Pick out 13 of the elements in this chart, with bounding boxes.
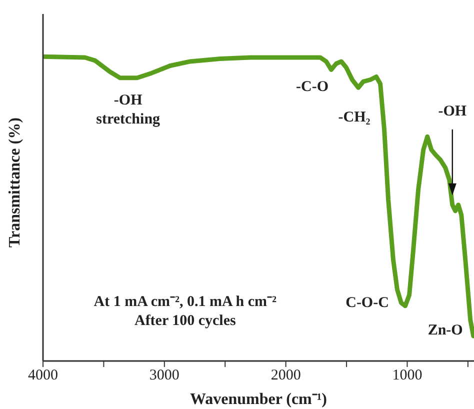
annotation: Zn-O (428, 322, 463, 339)
annotation: -OH (438, 103, 467, 120)
x-tick-label: 1000 (392, 368, 422, 384)
y-axis-title: Transmittance (%) (6, 118, 24, 248)
x-tick-label: 3000 (149, 368, 180, 384)
x-tick-label: 4000 (28, 368, 58, 384)
annotation: At 1 mA cm⁻², 0.1 mA h cm⁻² After 100 cycles (94, 294, 278, 329)
annotation: -OH stretching (96, 92, 161, 128)
annotation: C-O-C (346, 295, 389, 312)
annotation: -CH₂ (338, 109, 371, 126)
x-axis-title: Wavenumber (cm⁻¹) (190, 391, 328, 408)
x-tick-label: 2000 (270, 368, 301, 384)
annotation: -C-O (296, 79, 329, 96)
